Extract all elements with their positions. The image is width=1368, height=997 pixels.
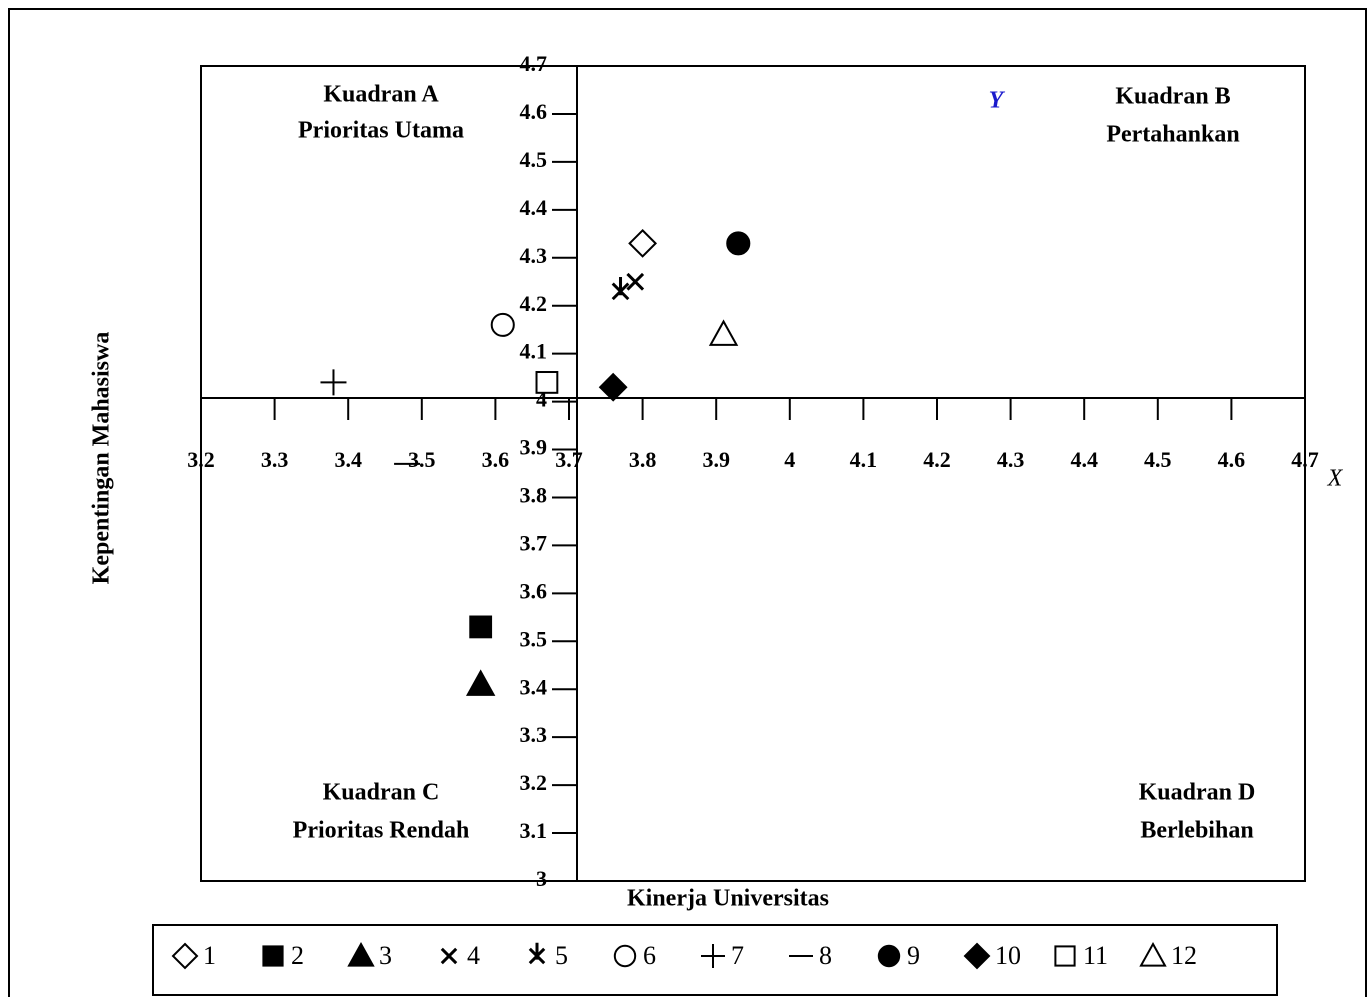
marker bbox=[440, 947, 458, 965]
x-tick-label: 4.1 bbox=[850, 447, 878, 472]
y-tick-label: 4.3 bbox=[520, 243, 548, 268]
x-tick-label: 3.6 bbox=[482, 447, 510, 472]
marker bbox=[262, 945, 284, 967]
y-tick-label: 3.2 bbox=[520, 770, 548, 795]
y-tick-label: 4.6 bbox=[520, 99, 548, 124]
quadrant-subtitle: Prioritas Rendah bbox=[293, 818, 470, 844]
legend-label: 5 bbox=[555, 941, 568, 970]
marker bbox=[626, 272, 645, 291]
marker bbox=[963, 942, 991, 970]
marker bbox=[628, 228, 658, 258]
legend-label: 12 bbox=[1171, 941, 1197, 970]
y-tick-label: 3 bbox=[536, 866, 547, 891]
y-tick-label: 3.9 bbox=[520, 435, 548, 460]
legend-label: 10 bbox=[995, 941, 1021, 970]
marker bbox=[528, 942, 546, 965]
quadrant-subtitle: Berlebihan bbox=[1140, 818, 1253, 844]
x-tick-label: 3.2 bbox=[187, 447, 215, 472]
y-tick-label: 4.2 bbox=[520, 291, 548, 316]
legend-label: 3 bbox=[379, 941, 392, 970]
x-tick-label: 3.9 bbox=[702, 447, 730, 472]
legend-label: 9 bbox=[907, 941, 920, 970]
quadrant-title: Kuadran B bbox=[1115, 84, 1230, 110]
plot-frame bbox=[200, 65, 1306, 882]
x-tick-label: 3.8 bbox=[629, 447, 657, 472]
marker bbox=[701, 944, 725, 968]
marker bbox=[708, 319, 739, 346]
marker bbox=[1139, 941, 1167, 967]
legend-label: 8 bbox=[819, 941, 832, 970]
marker bbox=[347, 941, 375, 967]
quadrant-subtitle: Prioritas Utama bbox=[298, 118, 464, 144]
x-tick-label: 3.7 bbox=[555, 447, 583, 472]
outer-border bbox=[8, 8, 1367, 997]
marker bbox=[877, 944, 901, 968]
legend-label: 2 bbox=[291, 941, 304, 970]
y-tick-label: 3.6 bbox=[520, 578, 548, 603]
y-tick-label: 4.7 bbox=[520, 51, 548, 76]
marker bbox=[1054, 945, 1076, 967]
x-axis-title: Kinerja Universitas bbox=[627, 886, 829, 912]
marker bbox=[535, 371, 559, 394]
x-tick-label: 4.7 bbox=[1291, 447, 1319, 472]
y-tick-label: 4.1 bbox=[520, 339, 548, 364]
x-tick-label: 4.5 bbox=[1144, 447, 1172, 472]
legend-label: 7 bbox=[731, 941, 744, 970]
marker bbox=[465, 669, 496, 696]
marker bbox=[611, 277, 630, 301]
quadrant-title: Kuadran C bbox=[323, 780, 440, 806]
legend-label: 6 bbox=[643, 941, 656, 970]
marker bbox=[171, 942, 199, 970]
y-tick-label: 3.8 bbox=[520, 483, 548, 508]
y-tick-label: 3.7 bbox=[520, 530, 548, 555]
legend-label: 11 bbox=[1083, 941, 1108, 970]
x-tick-label: 3.3 bbox=[261, 447, 289, 472]
y-tick-label: 3.1 bbox=[520, 818, 548, 843]
marker bbox=[320, 369, 347, 396]
x-tick-label: 4 bbox=[784, 447, 795, 472]
legend-label: 1 bbox=[203, 941, 216, 970]
marker bbox=[726, 231, 751, 256]
legend-label: 4 bbox=[467, 941, 480, 970]
marker bbox=[613, 944, 637, 968]
quadrant-subtitle: Pertahankan bbox=[1106, 122, 1239, 148]
y-tick-label: 4.4 bbox=[520, 195, 548, 220]
x-axis-name: X bbox=[1327, 466, 1344, 492]
y-axis-title: Kepentingan Mahasiswa bbox=[89, 332, 115, 585]
x-tick-label: 4.2 bbox=[923, 447, 951, 472]
marker bbox=[598, 372, 628, 402]
y-tick-label: 4 bbox=[536, 387, 547, 412]
y-tick-label: 4.5 bbox=[520, 147, 548, 172]
y-tick-label: 3.5 bbox=[520, 626, 548, 651]
legend-frame bbox=[152, 924, 1278, 996]
x-tick-label: 3.5 bbox=[408, 447, 436, 472]
marker bbox=[469, 615, 493, 639]
marker bbox=[490, 312, 515, 337]
x-tick-label: 4.3 bbox=[997, 447, 1025, 472]
y-axis-name: Y bbox=[989, 88, 1006, 114]
quadrant-title: Kuadran D bbox=[1139, 780, 1256, 806]
y-tick-label: 3.4 bbox=[520, 674, 548, 699]
x-tick-label: 4.4 bbox=[1070, 447, 1098, 472]
x-tick-label: 4.6 bbox=[1218, 447, 1246, 472]
x-tick-label: 3.4 bbox=[334, 447, 362, 472]
y-tick-label: 3.3 bbox=[520, 722, 548, 747]
quadrant-title: Kuadran A bbox=[323, 82, 439, 108]
